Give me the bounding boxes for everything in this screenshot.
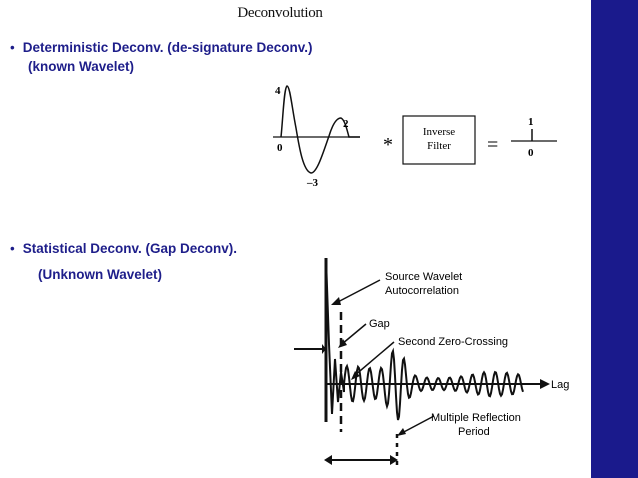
source-wavelet-label-line1: Source Wavelet	[385, 271, 462, 283]
wavelet-label-2: 2	[343, 118, 349, 130]
wavelet-label-4: 4	[275, 85, 281, 97]
gap-left-arrowhead	[322, 344, 326, 354]
inverse-filter-line2: Filter	[427, 140, 451, 152]
gap-pointer-head	[338, 339, 347, 348]
spike-label-0: 0	[528, 147, 534, 159]
wavelet-trace	[280, 85, 360, 174]
lag-axis-arrowhead	[540, 379, 550, 389]
spike-label-1: 1	[528, 116, 534, 128]
period-span-arrowhead-right	[390, 455, 398, 465]
multiple-reflection-label-line1: Multiple Reflection	[431, 412, 521, 424]
bullet-statistical-subtext: (Unknown Wavelet)	[38, 267, 163, 282]
deterministic-deconv-figure: 4 2 0 –3 * Inverse Filter = 1 0	[273, 85, 557, 189]
bullet-marker: •	[10, 241, 15, 256]
inverse-filter-line1: Inverse	[423, 126, 455, 138]
wavelet-label-minus3: –3	[306, 177, 319, 189]
wavelet-label-0: 0	[277, 142, 283, 154]
bullet-statistical-text: Statistical Deconv. (Gap Deconv).	[22, 241, 238, 256]
inverse-filter-box	[402, 115, 476, 165]
bullet-statistical: • Statistical Deconv. (Gap Deconv).	[10, 241, 237, 256]
equals-symbol: =	[487, 134, 498, 156]
lag-axis-label: Lag	[551, 379, 569, 391]
multiple-reflection-label-line2: Period	[458, 426, 490, 438]
bullet-marker: •	[10, 40, 15, 55]
second-zero-pointer	[353, 341, 395, 377]
source-wavelet-label-line2: Autocorrelation	[385, 285, 459, 297]
gap-deconv-figure: Source Wavelet Autocorrelation Gap Secon…	[294, 257, 569, 468]
multiple-reflection-pointer	[399, 415, 435, 435]
bullet-deterministic-text: Deterministic Deconv. (de-signature Deco…	[22, 40, 313, 55]
multiple-reflection-pointer-head	[397, 428, 406, 436]
slide-title: Deconvolution	[237, 5, 323, 21]
gap-label: Gap	[369, 318, 390, 330]
source-wavelet-pointer	[333, 279, 381, 305]
slide-sidebar-bar	[591, 0, 638, 478]
bullet-deterministic-subtext: (known Wavelet)	[28, 59, 135, 74]
autocorrelation-trace	[325, 257, 524, 421]
convolution-symbol: *	[383, 134, 393, 156]
bullet-deterministic: • Deterministic Deconv. (de-signature Dec…	[10, 40, 313, 55]
gap-pointer	[341, 323, 367, 345]
source-wavelet-pointer-head	[331, 297, 341, 305]
second-zero-crossing-label: Second Zero-Crossing	[398, 336, 508, 348]
period-span-arrowhead-left	[324, 455, 332, 465]
second-zero-pointer-head	[351, 371, 360, 380]
